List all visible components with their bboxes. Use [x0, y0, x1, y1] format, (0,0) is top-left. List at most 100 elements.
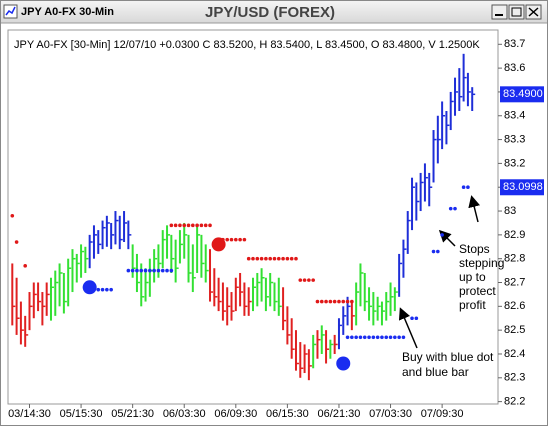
stop-dot — [388, 335, 393, 340]
stop-dot — [453, 206, 457, 211]
annotation: Stops — [459, 242, 490, 256]
y-tick-label: 83.7 — [504, 38, 525, 50]
stop-dot — [152, 268, 156, 273]
stop-dot — [358, 335, 363, 340]
stop-dot — [272, 256, 277, 261]
annotation: stepping — [459, 256, 504, 270]
x-tick-label: 03/14:30 — [8, 408, 51, 420]
stop-dot — [186, 223, 191, 228]
stop-dot — [461, 185, 466, 190]
stop-dot — [298, 278, 303, 282]
x-tick-label: 06/15:30 — [266, 408, 309, 420]
stop-dot — [311, 278, 315, 282]
close-button[interactable] — [525, 4, 542, 20]
stop-dot — [208, 223, 212, 228]
stop-dot — [285, 256, 290, 261]
price-marker-label: 83.0998 — [503, 181, 543, 193]
x-tick-label: 07/03:30 — [369, 408, 412, 420]
stop-dot — [307, 278, 311, 282]
y-tick-label: 82.2 — [504, 396, 525, 408]
stop-dot — [169, 223, 174, 228]
stop-dot — [302, 278, 307, 282]
annotation: and blue bar — [402, 365, 469, 379]
app-icon — [3, 4, 18, 19]
stop-dot — [341, 299, 346, 304]
stop-dot — [410, 316, 414, 321]
price-marker — [500, 86, 544, 103]
stop-dot — [135, 268, 139, 273]
y-tick-label: 82.7 — [504, 276, 525, 288]
x-tick-label: 06/03:30 — [163, 408, 206, 420]
y-tick-label: 82.8 — [504, 253, 525, 265]
stop-dot — [100, 287, 105, 292]
y-tick-label: 82.5 — [504, 324, 525, 336]
stop-dot — [165, 268, 169, 273]
y-tick-label: 82.4 — [504, 348, 525, 360]
stop-dot — [440, 233, 444, 237]
stop-dot — [345, 299, 350, 304]
stop-dot — [23, 264, 27, 268]
plot-area — [7, 29, 499, 405]
stop-dot — [324, 299, 328, 304]
x-tick-label: 07/09:30 — [421, 408, 464, 420]
stop-dot — [401, 335, 406, 340]
stop-dot — [182, 223, 187, 228]
annotation: protect — [459, 284, 496, 298]
stop-dot — [268, 256, 272, 261]
stop-dot — [169, 268, 174, 273]
stop-dot — [199, 223, 204, 228]
stop-dot — [354, 335, 358, 340]
signal-dot — [82, 280, 97, 295]
annotation: up to — [459, 270, 486, 284]
stop-dot — [393, 335, 397, 340]
stop-dot — [362, 335, 367, 340]
stop-dot — [109, 287, 113, 292]
stop-dot — [414, 316, 419, 321]
stop-dot — [315, 299, 320, 304]
minimize-button[interactable] — [491, 4, 508, 20]
window-title: JPY A0-FX 30-Min — [21, 6, 114, 18]
stop-dot — [255, 256, 260, 261]
chart-title: JPY/USD (FOREX) — [205, 4, 335, 21]
x-tick-label: 06/09:30 — [214, 408, 257, 420]
signal-dot — [336, 356, 351, 371]
stop-dot — [160, 268, 165, 273]
stop-dot — [178, 223, 182, 228]
stop-dot — [203, 223, 208, 228]
stop-dot — [251, 256, 255, 261]
stop-dot — [431, 249, 436, 254]
stop-dot — [384, 335, 389, 340]
stop-dot — [281, 256, 285, 261]
maximize-button[interactable] — [508, 4, 525, 20]
stop-dot — [371, 335, 376, 340]
stop-dot — [156, 268, 161, 273]
stop-dot — [436, 249, 440, 254]
stop-dot — [139, 268, 144, 273]
stop-dot — [264, 256, 268, 261]
stop-dot — [375, 335, 380, 340]
annotation-arrow — [468, 195, 481, 223]
x-tick-label: 05/21:30 — [111, 408, 154, 420]
stop-dot — [328, 299, 333, 304]
stop-dot — [319, 299, 324, 304]
stop-dot — [337, 299, 341, 304]
stop-dot — [246, 256, 251, 261]
stop-dot — [96, 287, 101, 292]
annotation-arrow — [398, 307, 418, 349]
stop-dot — [191, 223, 195, 228]
y-tick-label: 83.6 — [504, 62, 525, 74]
stop-dot — [448, 206, 453, 211]
stop-dot — [380, 335, 384, 340]
stop-dot — [234, 237, 238, 242]
info-line: JPY A0-FX [30-Min] 12/07/10 +0.0300 C 83… — [14, 39, 480, 51]
annotation: profit — [459, 298, 486, 312]
stop-dot — [367, 335, 371, 340]
stop-dot — [242, 237, 247, 242]
stop-dot — [148, 268, 152, 273]
stop-dot — [126, 268, 131, 273]
stop-dot — [10, 214, 15, 218]
annotation: Buy with blue dot — [402, 350, 494, 364]
stop-dot — [345, 335, 350, 340]
